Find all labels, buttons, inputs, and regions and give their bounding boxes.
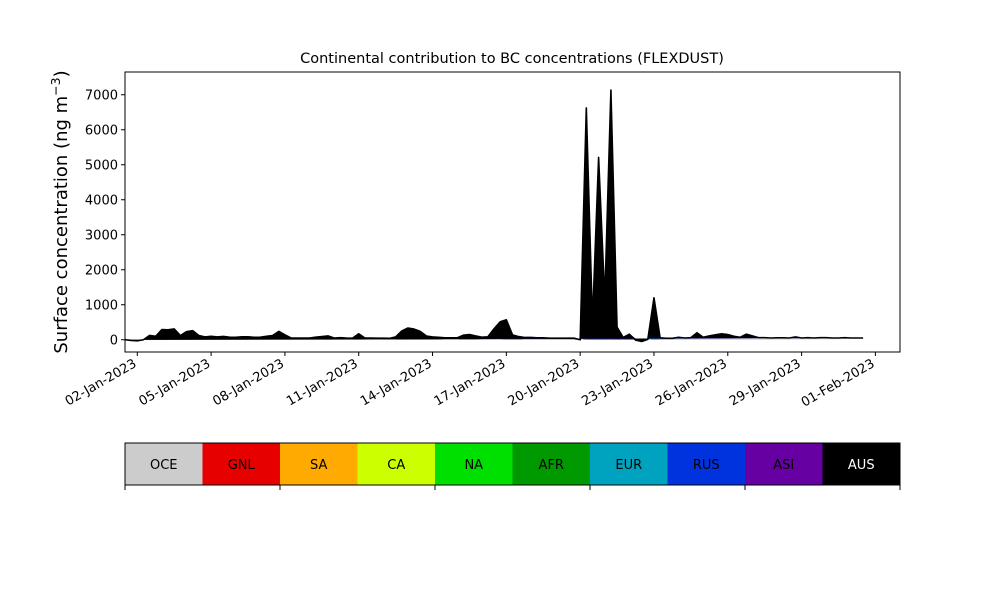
y-tick-label: 1000: [85, 298, 118, 313]
y-tick-label: 5000: [85, 158, 118, 173]
legend-colorbar: OCE GNL SA CA NA AFR EUR RUS ASI AUS: [124, 442, 901, 490]
plot-area: [124, 89, 864, 343]
chart-title: Continental contribution to BC concentra…: [300, 51, 724, 67]
legend-label: AUS: [848, 458, 875, 473]
x-tick-label: 17-Jan-2023: [432, 356, 509, 409]
legend-swatch-ca: [357, 443, 435, 485]
x-tick-label: 20-Jan-2023: [506, 356, 583, 409]
y-tick-label: 3000: [85, 228, 118, 243]
legend-swatch-na: [435, 443, 513, 485]
y-axis-label-text: Surface concentration (ng m−3): [48, 70, 72, 353]
y-tick-label: 0: [110, 333, 118, 348]
legend-frame: [124, 442, 901, 486]
legend-swatch-gnl: [202, 443, 280, 485]
x-tick-label: 14-Jan-2023: [358, 356, 435, 409]
legend-swatch-oce: [125, 443, 203, 485]
legend-swatch-aus: [822, 443, 900, 485]
x-tick-label: 23-Jan-2023: [579, 356, 656, 409]
y-tick-label: 6000: [85, 123, 118, 138]
x-tick-label: 08-Jan-2023: [210, 356, 287, 409]
legend-label: GNL: [228, 458, 256, 473]
legend-label: CA: [387, 458, 405, 473]
area-aus: [125, 90, 864, 342]
legend-swatch-sa: [280, 443, 358, 485]
legend-swatch-asi: [745, 443, 823, 485]
legend-swatch-rus: [667, 443, 745, 485]
x-tick-label: 01-Feb-2023: [799, 356, 878, 410]
legend-label: ASI: [773, 458, 794, 473]
legend-label: AFR: [539, 458, 564, 473]
x-tick-label: 29-Jan-2023: [727, 356, 804, 409]
axes: 0 1000 2000 3000 4000 5000 6000 7000 02-Jan-2023…: [63, 71, 901, 410]
y-axis-label: Surface concentration (ng m−3): [48, 70, 72, 353]
legend-label: OCE: [150, 458, 178, 473]
legend-label: NA: [464, 458, 483, 473]
legend-label: SA: [310, 458, 327, 473]
x-tick-label: 26-Jan-2023: [653, 356, 730, 409]
legend-label: EUR: [615, 458, 642, 473]
x-tick-label: 05-Jan-2023: [137, 356, 214, 409]
y-tick-label: 2000: [85, 263, 118, 278]
total-line: [124, 89, 864, 343]
legend-swatch-eur: [590, 443, 668, 485]
x-tick-label: 11-Jan-2023: [284, 356, 361, 409]
x-tick-label: 02-Jan-2023: [63, 356, 140, 409]
y-tick-label: 4000: [85, 193, 118, 208]
plot-frame: [124, 71, 901, 353]
area-asi: [125, 90, 864, 342]
legend-label: RUS: [693, 458, 720, 473]
legend-swatch-afr: [512, 443, 590, 485]
y-tick-label: 7000: [85, 88, 118, 103]
